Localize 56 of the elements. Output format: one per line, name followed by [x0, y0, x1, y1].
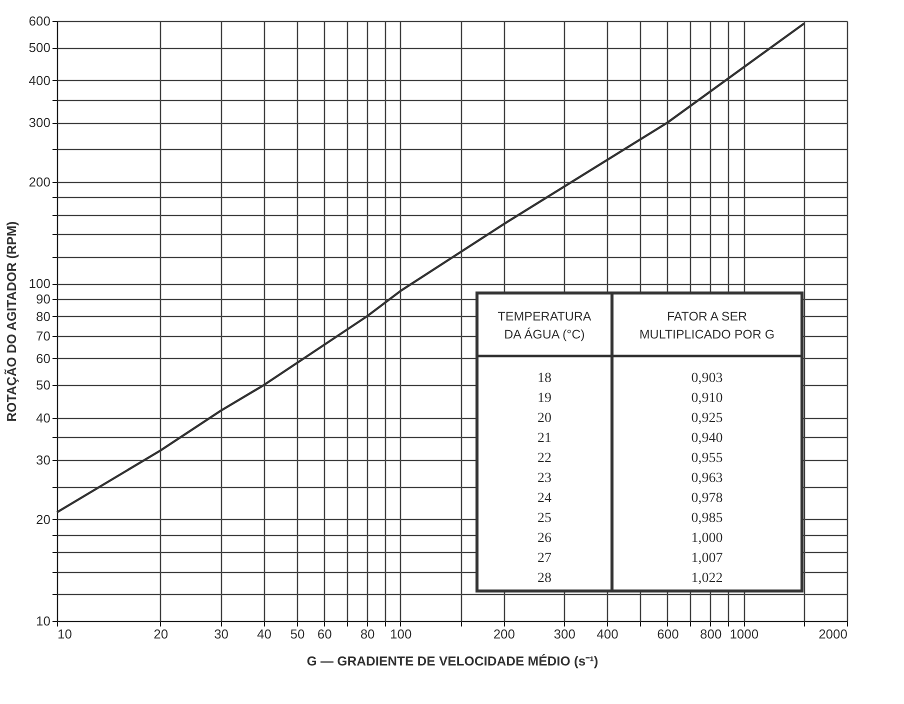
annotation: 19 — [538, 391, 552, 406]
y-tick-label: 10 — [36, 614, 50, 628]
y-tick-label: 60 — [36, 350, 50, 366]
annotation: 28 — [538, 571, 552, 586]
x-axis-title: G — GRADIENTE DE VELOCIDADE MÉDIO (s⁻¹) — [306, 654, 598, 668]
y-tick-label: 30 — [36, 452, 50, 468]
annotation: 27 — [538, 551, 552, 566]
y-tick-label: 500 — [28, 40, 50, 56]
annotation: 20 — [538, 411, 552, 426]
annotation: 26 — [538, 531, 552, 546]
x-tick-label: 800 — [700, 626, 722, 642]
annotation: 1,007 — [691, 551, 723, 566]
y-tick-label: 600 — [28, 14, 50, 28]
x-tick-label: 100 — [390, 626, 412, 642]
annotation: 18 — [538, 371, 552, 386]
y-tick-label: 100 — [28, 276, 50, 292]
annotation: FATOR A SER MULTIPLICADO POR G — [639, 310, 775, 342]
annotation: 1,000 — [691, 531, 723, 546]
annotation: 0,963 — [691, 471, 723, 486]
x-tick-label: 10 — [58, 626, 72, 642]
annotation: 24 — [538, 491, 552, 506]
y-axis-title: ROTAÇÃO DO AGITADOR (RPM) — [4, 221, 19, 422]
annotation: 22 — [538, 451, 552, 466]
annotation: TEMPERATURA DA ÁGUA (°C) — [498, 310, 592, 342]
y-tick-label: 50 — [36, 378, 50, 393]
x-tick-label: 1000 — [730, 626, 759, 642]
y-tick-label: 300 — [28, 115, 50, 130]
annotation: 0,925 — [691, 411, 723, 426]
x-tick-label: 2000 — [818, 626, 848, 642]
x-tick-label: 80 — [360, 626, 375, 642]
annotation: 0,903 — [691, 371, 723, 386]
y-tick-label: 20 — [36, 512, 50, 527]
x-tick-label: 20 — [154, 626, 168, 642]
x-tick-label: 60 — [317, 626, 332, 642]
x-tick-label: 50 — [290, 626, 305, 642]
annotation: 0,985 — [691, 511, 723, 526]
x-tick-label: 40 — [256, 626, 272, 642]
annotation: 21 — [538, 431, 552, 446]
annotation: 0,910 — [691, 391, 723, 406]
y-tick-label: 40 — [36, 410, 50, 426]
annotation: 23 — [538, 471, 552, 486]
x-tick-label: 400 — [596, 626, 618, 642]
y-tick-label: 80 — [36, 308, 50, 324]
annotation: 1,022 — [691, 571, 723, 586]
x-tick-label: 600 — [657, 626, 679, 642]
x-tick-label: 300 — [554, 626, 576, 642]
y-tick-label: 200 — [28, 174, 50, 190]
y-tick-label: 90 — [36, 292, 50, 307]
y-tick-label: 400 — [28, 72, 50, 88]
x-tick-label: 30 — [214, 626, 229, 642]
annotation: 25 — [538, 511, 552, 526]
annotation: 0,940 — [691, 431, 723, 446]
x-tick-label: 200 — [493, 626, 516, 642]
y-tick-label: 70 — [36, 328, 50, 344]
annotation: 0,978 — [691, 491, 723, 506]
annotation: 0,955 — [691, 451, 723, 466]
